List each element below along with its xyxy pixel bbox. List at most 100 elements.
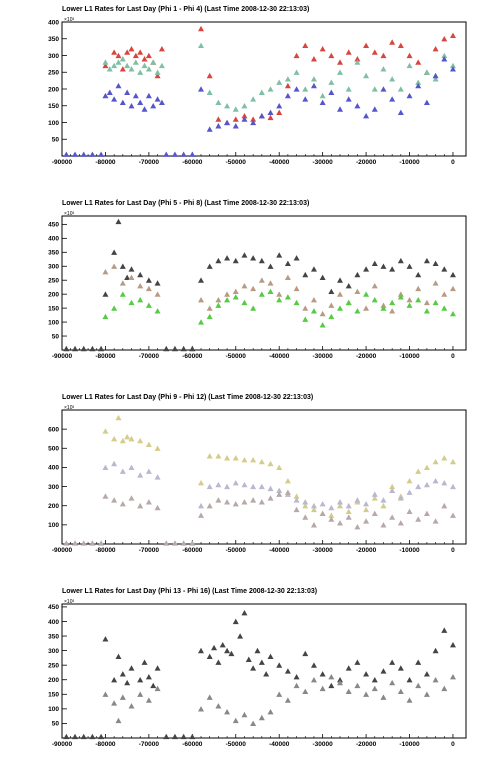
data-point [293, 52, 300, 59]
data-point [128, 665, 135, 671]
data-point [132, 52, 139, 59]
data-point [128, 435, 135, 442]
data-point [432, 76, 439, 82]
data-point [267, 280, 274, 286]
data-point [406, 92, 413, 99]
data-point [449, 271, 456, 278]
data-point [406, 508, 413, 515]
y-tick-label: 400 [48, 19, 59, 26]
data-point [293, 497, 300, 503]
data-point [198, 647, 205, 654]
data-point [380, 263, 387, 269]
data-point [215, 116, 222, 122]
series-3 [63, 56, 456, 157]
data-point [371, 296, 378, 303]
data-point [119, 501, 126, 507]
data-point [63, 733, 70, 740]
data-point [363, 266, 370, 272]
data-point [102, 493, 109, 499]
data-point [319, 310, 326, 317]
series-1 [63, 609, 456, 740]
y-tick-label: 500 [48, 446, 59, 453]
data-point [145, 468, 152, 474]
data-point [310, 266, 317, 272]
data-point [449, 32, 456, 38]
x-tick-label: -20000 [356, 159, 377, 166]
data-point [141, 106, 148, 112]
data-point [302, 42, 309, 49]
y-tick-label: 250 [48, 70, 59, 77]
data-point [276, 291, 283, 297]
data-point [232, 294, 239, 300]
data-point [302, 514, 309, 520]
x-tick-label: -50000 [226, 159, 247, 166]
data-point [102, 428, 109, 434]
data-point [380, 497, 387, 503]
x-tick-label: 0 [451, 353, 455, 360]
data-point [180, 345, 187, 352]
x-tick-label: 0 [451, 159, 455, 166]
data-point [345, 508, 352, 515]
data-point [284, 294, 291, 300]
data-point [154, 665, 161, 671]
data-point [406, 263, 413, 269]
x-tick-label: -50000 [226, 353, 247, 360]
data-point [284, 274, 291, 281]
data-point [111, 305, 118, 311]
data-point [258, 89, 265, 95]
y-tick-label: 100 [48, 120, 59, 127]
x-tick-label: -60000 [182, 741, 203, 748]
chart-title-2: Lower L1 Rates for Last Day (Phi 5 - Phi… [62, 200, 310, 207]
data-point [250, 285, 257, 292]
data-point [380, 86, 387, 92]
data-point [206, 305, 213, 311]
data-point [415, 285, 422, 292]
data-point [163, 540, 170, 546]
data-point [276, 296, 283, 303]
data-point [115, 218, 122, 225]
data-point [124, 679, 131, 686]
data-point [293, 69, 300, 75]
data-point [389, 483, 396, 490]
series-3 [63, 489, 456, 546]
data-point [345, 502, 352, 509]
data-point [241, 282, 248, 289]
data-point [310, 502, 317, 509]
data-point [302, 96, 309, 102]
data-point [111, 700, 118, 706]
data-point [198, 86, 205, 92]
data-point [132, 59, 139, 65]
plot-frame [61, 409, 467, 545]
data-point [380, 66, 387, 72]
data-point [345, 282, 352, 289]
data-point [198, 25, 205, 32]
data-point [397, 42, 404, 49]
data-point [63, 151, 70, 157]
plot-frame [61, 603, 467, 739]
x-tick-label: -80000 [95, 353, 116, 360]
data-point [397, 109, 404, 116]
data-point [80, 733, 87, 740]
data-point [449, 512, 456, 518]
data-point [141, 62, 148, 69]
data-point [150, 102, 157, 109]
data-point [241, 499, 248, 505]
data-point [89, 345, 96, 352]
data-point [141, 659, 148, 665]
data-point [119, 56, 126, 62]
data-point [319, 671, 326, 677]
data-point [115, 653, 122, 660]
data-point [154, 685, 161, 692]
y-exponent-label: ×10³ [64, 17, 74, 23]
data-point [137, 282, 144, 289]
data-point [328, 682, 335, 689]
data-point [363, 291, 370, 297]
data-point [102, 59, 109, 65]
data-point [363, 691, 370, 697]
x-tick-label: -30000 [313, 741, 334, 748]
data-point [337, 502, 344, 509]
data-point [128, 274, 135, 281]
data-point [215, 123, 222, 129]
data-point [449, 641, 456, 648]
